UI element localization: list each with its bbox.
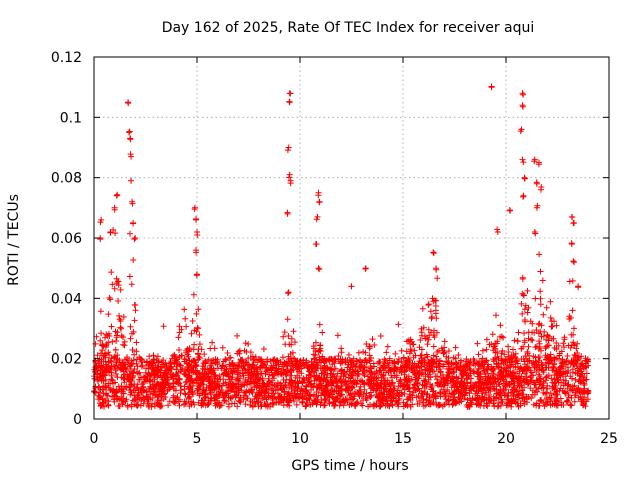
axis-ticks: 0 5 10 15 20 25 0 0.02 0.04 0.06 0.08 0.1 0.12 (51, 50, 618, 447)
y-tick-label: 0 (73, 412, 82, 428)
y-axis-label: ROTI / TECUs (6, 194, 22, 286)
y-tick-label: 0.02 (51, 352, 82, 368)
x-axis-label: GPS time / hours (291, 458, 408, 474)
y-tick-label: 0.06 (51, 231, 82, 247)
x-tick-label: 5 (193, 431, 202, 447)
y-tick-label: 0.1 (60, 110, 82, 126)
y-tick-label: 0.08 (51, 171, 82, 187)
roti-points (91, 83, 592, 410)
x-tick-label: 20 (497, 431, 515, 447)
x-tick-label: 15 (394, 431, 412, 447)
chart-title: Day 162 of 2025, Rate Of TEC Index for r… (162, 20, 535, 36)
x-tick-label: 25 (600, 431, 618, 447)
y-tick-label: 0.04 (51, 291, 82, 307)
x-tick-label: 10 (291, 431, 309, 447)
data-points (91, 83, 592, 410)
y-tick-label: 0.12 (51, 50, 82, 66)
x-tick-label: 0 (90, 431, 99, 447)
